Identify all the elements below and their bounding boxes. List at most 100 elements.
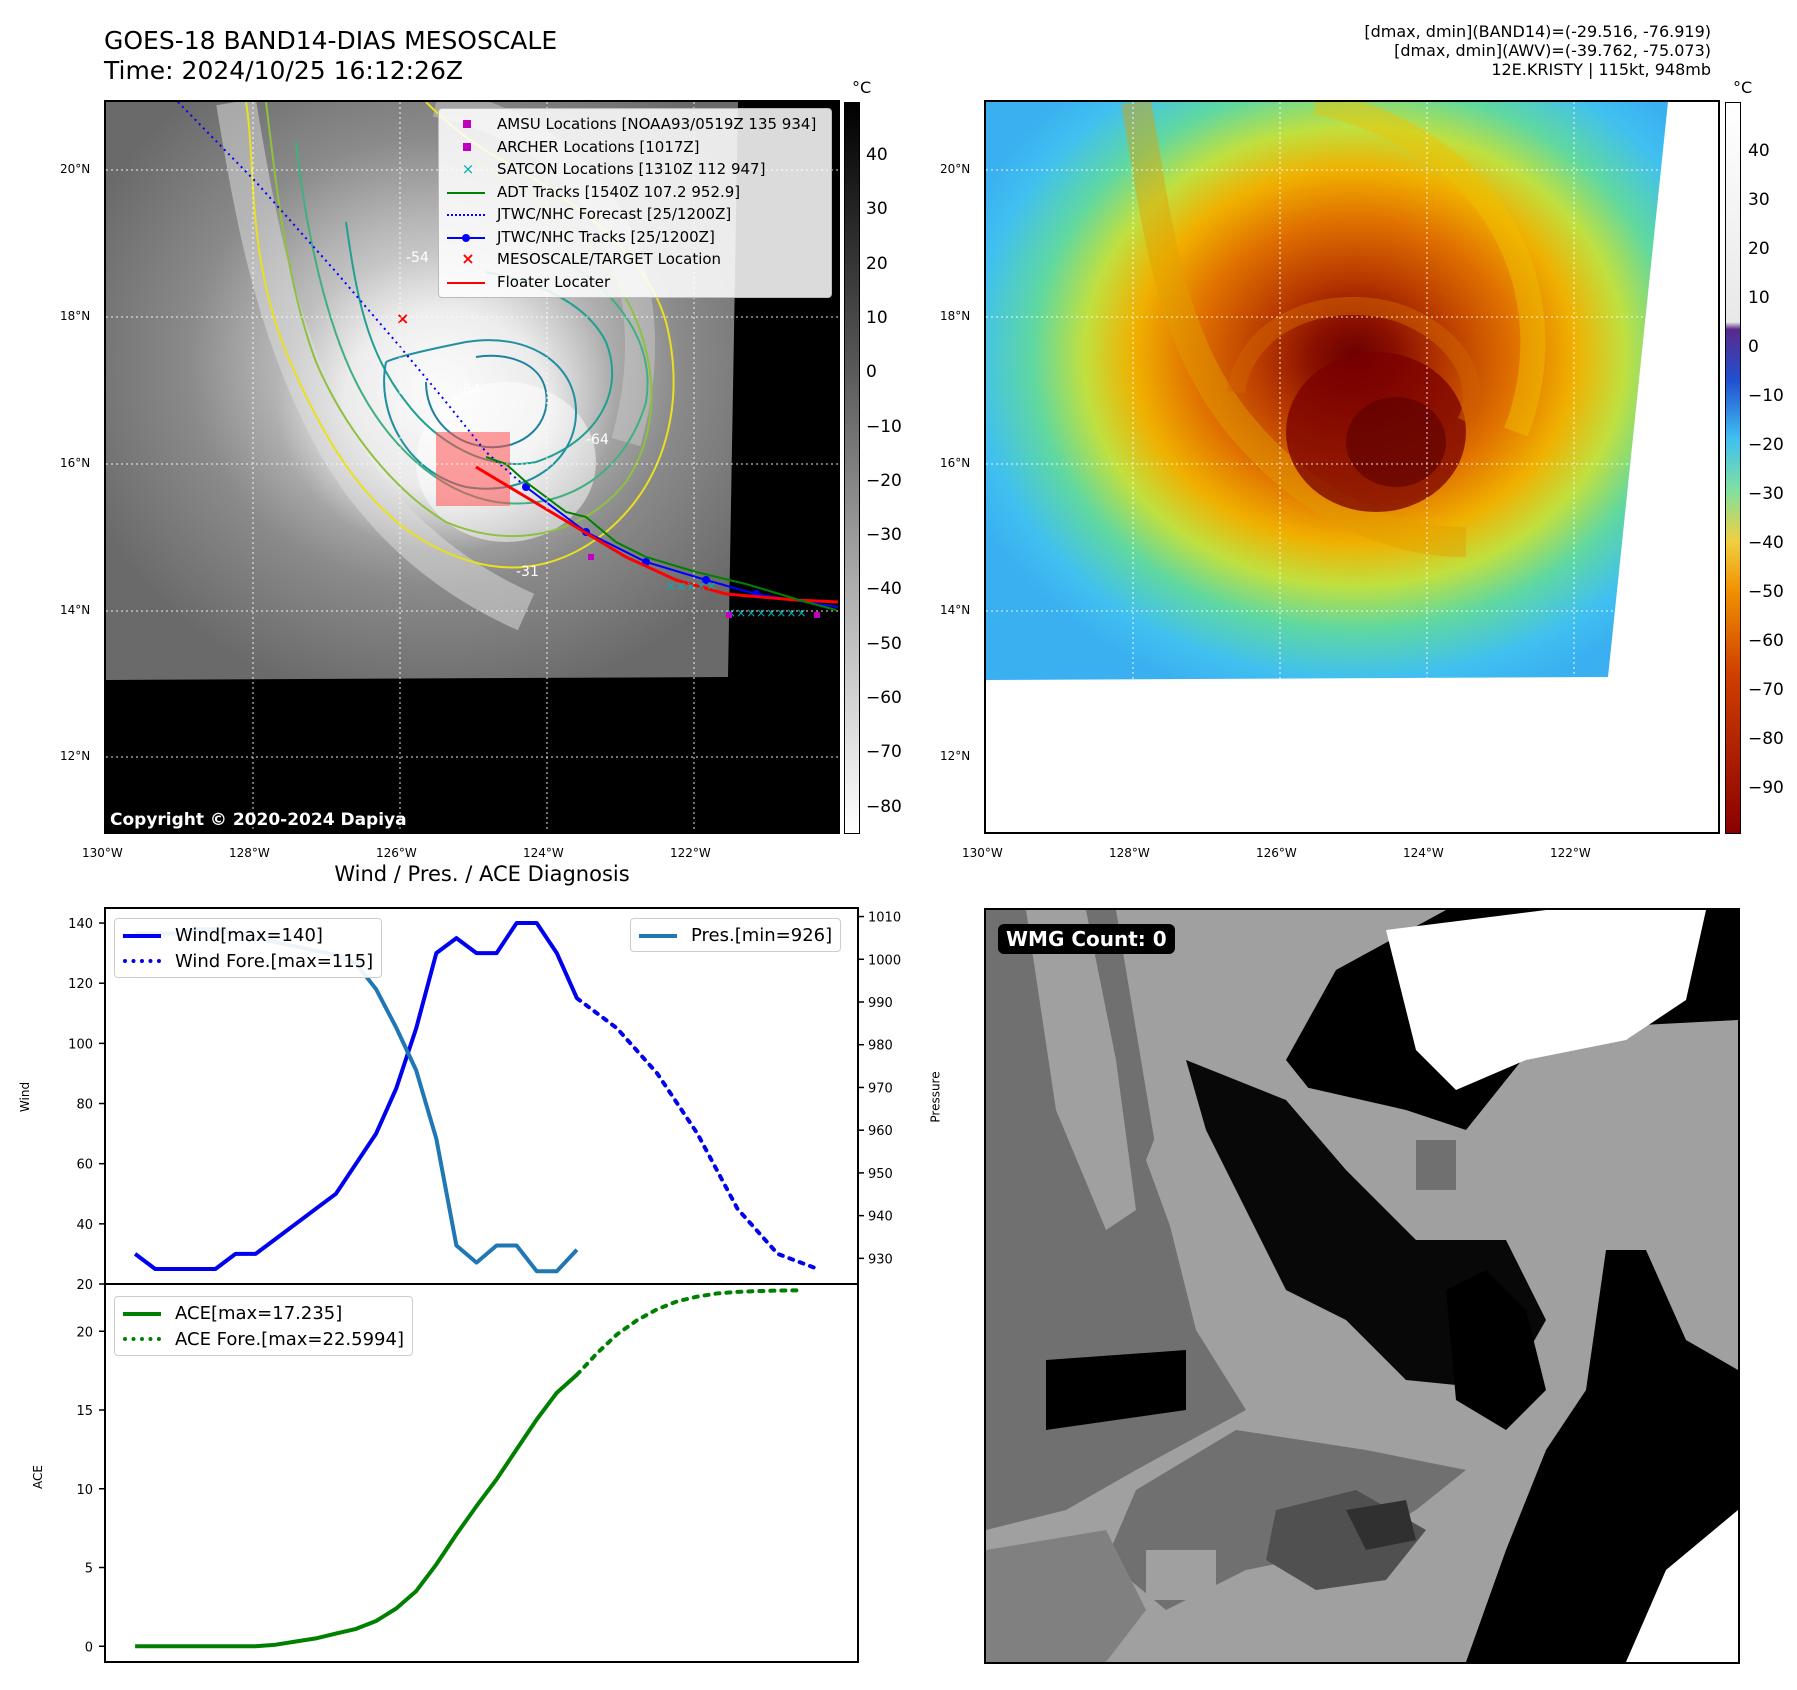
pressure-axis-tick-label: 1000 [868, 953, 901, 968]
lat-label: 14°N [940, 603, 971, 617]
lat-label: 12°N [60, 749, 91, 763]
lon-label: 122°W [670, 846, 711, 860]
lon-label: 122°W [1550, 846, 1591, 860]
contour-label: -54 [406, 250, 429, 266]
colorbar-color-tick: −90 [1748, 778, 1784, 798]
map-legend: AMSU Locations [NOAA93/0519Z 135 934] AR… [438, 108, 832, 298]
diagnosis-title: Wind / Pres. / ACE Diagnosis [334, 862, 630, 886]
colorbar-color-tick: 30 [1748, 190, 1770, 210]
legend-item-target: × MESOSCALE/TARGET Location [461, 249, 722, 269]
legend-item-amsu: AMSU Locations [NOAA93/0519Z 135 934] [447, 113, 823, 136]
ace-axis-label: ACE [30, 1465, 45, 1489]
lat-label: 18°N [60, 309, 91, 323]
colorbar-color-tick: −50 [1748, 582, 1784, 602]
ace-series-line [135, 1373, 579, 1649]
ir-grayscale-map: ××××× ×××××××× × -54 -64 -64 -31 AMSU Lo… [104, 100, 840, 834]
lon-label: 130°W [962, 846, 1003, 860]
pressure-axis-tick-label: 950 [868, 1167, 893, 1182]
lat-label: 20°N [60, 162, 91, 176]
wind-axis-tick-label: 60 [76, 1158, 93, 1173]
lon-label: 124°W [523, 846, 564, 860]
colorbar-gray-tick: −60 [866, 688, 902, 708]
pressure-series-line [135, 927, 579, 1274]
colorbar-color-tick: −30 [1748, 484, 1784, 504]
svg-text:×××××: ××××× [666, 579, 716, 593]
mesoscale-target-marker: × [396, 309, 409, 328]
info-block: [dmax, dmin](BAND14)=(-29.516, -76.919) … [1364, 22, 1711, 79]
ir-color-map [984, 100, 1720, 834]
wmg-panel: WMG Count: 0 [984, 908, 1740, 1664]
wind-axis-tick-label: 100 [68, 1037, 93, 1052]
lat-label: 16°N [940, 456, 971, 470]
pressure-axis-tick-label: 990 [868, 996, 893, 1011]
ace-forecast-series-line [574, 1288, 800, 1377]
colorbar-color-tick: −10 [1748, 386, 1784, 406]
wind-axis-tick-label: 80 [76, 1098, 93, 1113]
colorbar-color-tick: −40 [1748, 533, 1784, 553]
ace-axes-frame [104, 1283, 859, 1663]
lon-label: 128°W [1109, 846, 1150, 860]
pressure-axis-tick-label: 960 [868, 1124, 893, 1139]
figure-title-line1: GOES-18 BAND14-DIAS MESOSCALE [104, 26, 558, 55]
ace-axis-tick-label: 5 [85, 1562, 93, 1577]
wmg-imagery [986, 910, 1738, 1662]
adt-track [485, 456, 837, 611]
ace-axis-tick-label: 0 [85, 1640, 93, 1655]
colorbar-gray-tick: 20 [866, 253, 888, 274]
colorbar-gray-tick: −40 [866, 579, 902, 600]
colorbar-gray-tick: −50 [866, 633, 902, 654]
colorbar-gray-tick: 10 [866, 307, 888, 328]
ace-axis-tick-label: 10 [76, 1483, 93, 1498]
wind-axis-tick-label: 140 [68, 917, 93, 932]
ace-axis-tick-label: 15 [76, 1404, 93, 1419]
info-line-storm: 12E.KRISTY | 115kt, 948mb [1491, 60, 1711, 79]
info-line-band14: [dmax, dmin](BAND14)=(-29.516, -76.919) [1364, 22, 1711, 41]
colorbar-color-tick: −60 [1748, 631, 1784, 651]
pressure-axis-tick-label: 970 [868, 1081, 893, 1096]
wind-axis-label: Wind [18, 1081, 33, 1113]
colorbar-gray-tick: −10 [866, 416, 902, 437]
pressure-axis-label: Pressure [928, 1071, 943, 1123]
lon-label: 128°W [229, 846, 270, 860]
colorbar-color-tick: −80 [1748, 729, 1784, 749]
colorbar-gray-tick: −30 [866, 525, 902, 546]
legend-item-adt: ADT Tracks [1540Z 107.2 952.9] [447, 181, 823, 204]
lat-label: 14°N [60, 603, 91, 617]
wind-axis-tick-label: 40 [76, 1218, 93, 1233]
legend-ace-forecast: ACE Fore.[max=22.5994] [123, 1326, 404, 1352]
floater-locater-track [475, 465, 838, 604]
colorbar-color-tick: 0 [1748, 337, 1759, 357]
lat-label: 20°N [940, 162, 971, 176]
legend-item-archer: ARCHER Locations [1017Z] [447, 136, 823, 159]
colorbar-gray-tick: 40 [866, 145, 888, 165]
colorbar-gray-tick: −70 [866, 742, 902, 763]
lon-label: 126°W [1256, 846, 1297, 860]
pressure-axis-tick-label: 930 [868, 1252, 893, 1267]
contour-label: -64 [458, 382, 481, 398]
lat-label: 12°N [940, 749, 971, 763]
diagnosis-chart: 1401201008060402010101000990980970960950… [68, 907, 901, 1663]
legend-item-jtwc-tracks: JTWC/NHC Tracks [25/1200Z] [447, 226, 823, 249]
figure-title-line2: Time: 2024/10/25 16:12:26Z [104, 56, 463, 85]
colorbar-gray-tick: −20 [866, 470, 902, 491]
wmg-count-label: WMG Count: 0 [998, 924, 1175, 954]
lon-label: 130°W [82, 846, 123, 860]
contour-label: -31 [516, 564, 539, 580]
colorbar-gray-tick: 0 [866, 362, 877, 383]
lat-label: 16°N [60, 456, 91, 470]
legend-pressure: Pres.[min=926] [639, 922, 832, 948]
legend-wind: Wind[max=140] [123, 922, 373, 948]
legend-item-jtwc-forecast: JTWC/NHC Forecast [25/1200Z] [447, 203, 823, 226]
colorbar-color-tick: 40 [1748, 141, 1770, 161]
colorbar-color-tick: 10 [1748, 288, 1770, 308]
wind-forecast-series-line [574, 996, 820, 1271]
ir-color-imagery [986, 102, 1718, 832]
ace-legend: ACE[max=17.235] ACE Fore.[max=22.5994] [114, 1296, 413, 1356]
legend-ace: ACE[max=17.235] [123, 1300, 404, 1326]
lat-label: 18°N [940, 309, 971, 323]
ace-axis-tick-label: 20 [76, 1325, 93, 1340]
pressure-axis-tick-label: 940 [868, 1210, 893, 1225]
lon-label: 126°W [376, 846, 417, 860]
jtwc-forecast-track [177, 102, 527, 488]
colorbar-color-tick: 20 [1748, 239, 1770, 259]
